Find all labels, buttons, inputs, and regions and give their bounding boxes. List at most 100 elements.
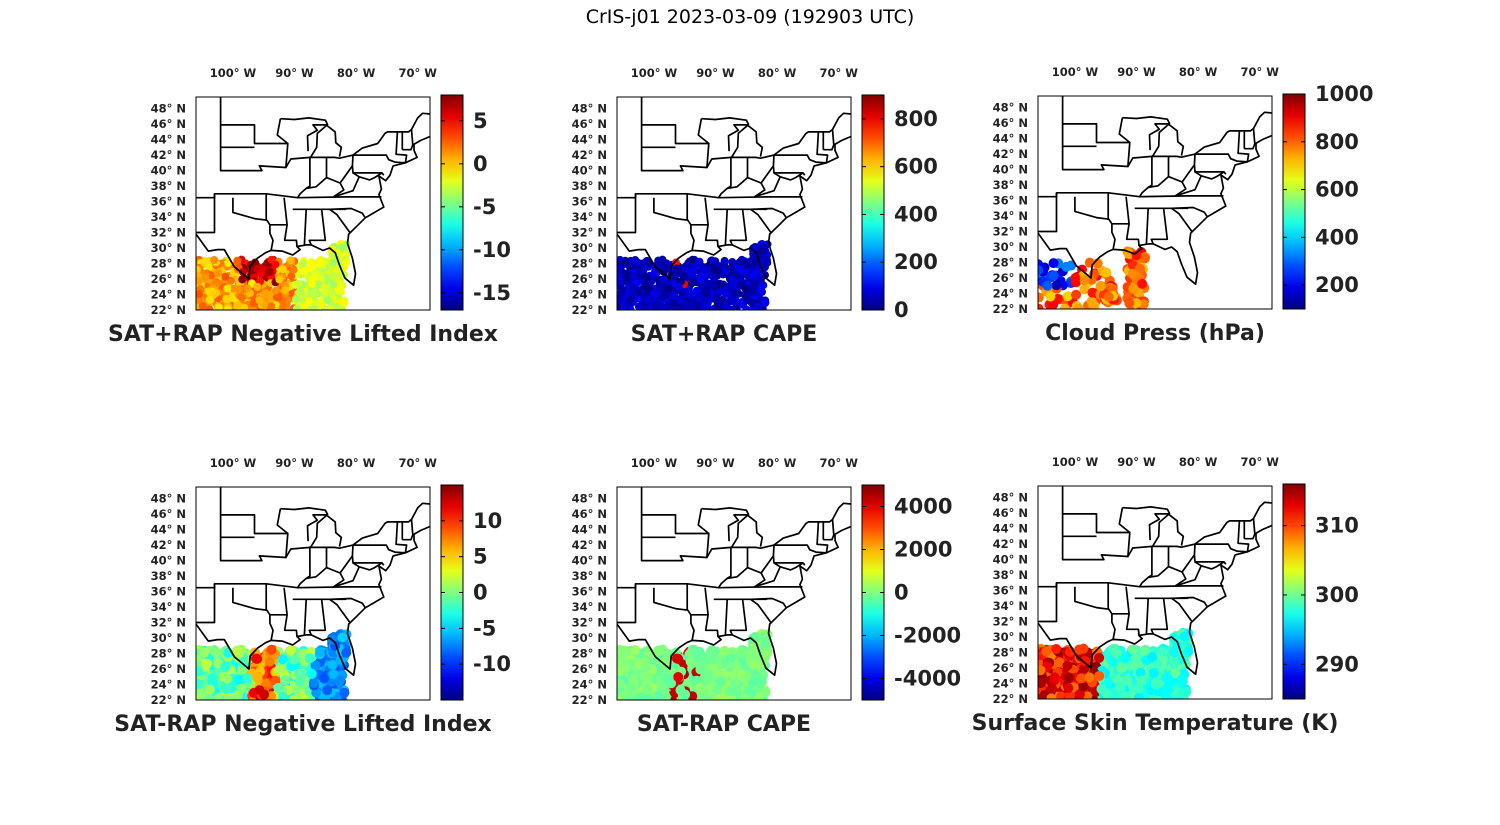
footprint [717,287,726,296]
boundary-line [773,172,804,181]
footprint [1054,657,1065,668]
boundary-line [1168,124,1185,156]
colorbar-tick-label: 0 [894,581,909,605]
panel-title: SAT+RAP CAPE [631,322,818,347]
footprint [1137,675,1148,686]
latitude-tick-label: 36° N [993,194,1028,208]
latitude-tick-label: 44° N [572,523,607,537]
boundary-line [1134,207,1193,232]
boundary-line [1125,223,1140,246]
latitude-tick-label: 22° N [993,302,1028,316]
cloud-footprint [1101,267,1112,278]
colorbar-tick-label: 200 [1315,273,1359,297]
latitude-tick-label: 26° N [151,662,186,676]
footprint [1079,655,1090,666]
cloud-footprint [1137,278,1148,289]
boundary-line [823,519,835,541]
boundary-line [351,555,385,566]
colorbar-tick-label: 10 [473,509,502,533]
latitude-tick-label: 32° N [151,226,186,240]
longitude-tick-label: 90° W [1117,455,1156,469]
boundary-line [729,209,748,246]
boundary-line [617,525,851,677]
footprint [675,685,686,696]
colorbar-tick-label: -15 [473,281,511,305]
footprint [204,694,215,700]
longitude-tick-label: 80° W [758,456,797,470]
boundary-line [326,544,354,550]
latitude-tick-label: 42° N [993,537,1028,551]
boundary-line [773,112,851,156]
footprint [289,265,298,274]
footprint [762,647,773,658]
boundary-line [285,546,311,580]
map-frame [195,486,431,701]
boundary-line [1118,507,1131,534]
footprint [280,675,291,686]
cloud-footprint [1086,296,1097,307]
footprint [213,269,222,278]
boundary-line [1175,565,1202,587]
footprint [631,256,640,265]
latitude-tick-label: 38° N [993,178,1028,192]
footprint [267,302,276,310]
footprint [643,694,654,700]
boundary-line [1074,586,1116,640]
longitude-tick-label: 70° W [398,456,437,470]
map-frame [616,96,852,311]
footprint [655,285,664,294]
footprint [617,277,624,286]
footprint [229,284,238,293]
latitude-tick-label: 46° N [572,507,607,521]
boundary-line [1111,586,1130,615]
boundary-line [280,117,329,126]
footprint [626,305,635,310]
footprint [688,255,697,264]
boundary-line [773,502,851,546]
footprint [753,302,762,310]
footprint [292,295,301,304]
footprint [716,676,727,687]
footprint [748,287,757,296]
footprint [1056,691,1067,699]
boundary-line [717,545,775,589]
boundary-line [1038,191,1224,198]
latitude-tick-label: 44° N [151,523,186,537]
latitude-tick-label: 24° N [572,678,607,692]
footprint [673,653,684,664]
footprint [335,286,344,295]
footprint [222,295,231,304]
footprint [260,678,271,689]
footprint [233,301,242,310]
footprint [1119,653,1130,664]
boundary-line [704,224,719,247]
footprint [700,303,709,310]
footprint [291,684,302,695]
cloud-footprint [1042,280,1053,291]
footprint [253,282,262,291]
footprint [308,678,319,689]
colorbar-tick-label: 310 [1315,514,1359,538]
colorbar-tick-label: 600 [1315,178,1359,202]
cloud-footprint [1045,291,1056,302]
boundary-line [1193,554,1227,565]
footprint [1064,672,1075,683]
boundary-line [729,599,748,636]
boundary-line [1038,581,1224,588]
footprint [1116,663,1127,674]
longitude-tick-label: 100° W [631,456,678,470]
footprint [1122,674,1133,685]
footprint [222,694,233,700]
latitude-tick-label: 22° N [151,693,186,707]
footprint [658,293,667,302]
footprint [264,656,275,667]
state-boundaries [617,97,851,287]
longitude-tick-label: 70° W [1240,65,1279,79]
footprint [628,676,639,687]
cloud-footprint [1059,303,1070,309]
footprint [653,690,664,700]
latitude-tick-label: 34° N [993,209,1028,223]
boundary-line [296,155,354,199]
footprint [238,275,247,284]
footprint [204,684,215,695]
